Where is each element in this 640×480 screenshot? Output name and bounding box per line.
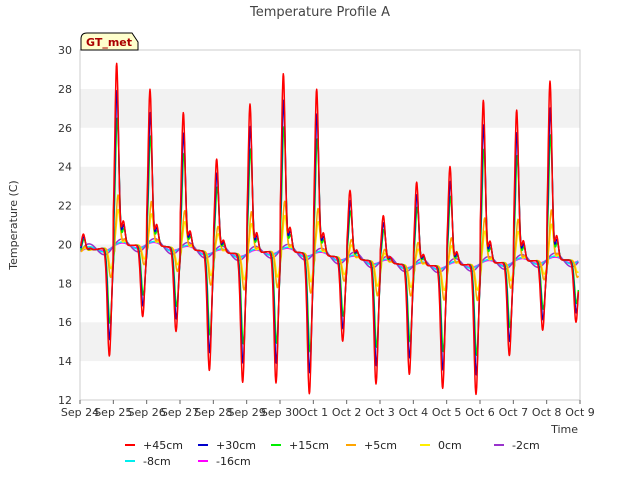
y-tick-label: 20 [58, 238, 72, 251]
y-tick-label: 16 [58, 316, 72, 329]
x-tick-label: Sep 30 [261, 406, 299, 419]
x-tick-label: Oct 9 [565, 406, 595, 419]
x-tick-label: Oct 5 [432, 406, 462, 419]
annotation-label: GT_met [86, 36, 132, 49]
grid-bands [80, 50, 580, 400]
x-tick-label: Oct 6 [465, 406, 495, 419]
grid-band [80, 322, 580, 362]
grid-band [80, 283, 580, 323]
x-axis-title: Time [550, 423, 578, 436]
y-axis-title: Temperature (C) [7, 180, 20, 270]
grid-band [80, 205, 580, 245]
y-tick-label: 28 [58, 83, 72, 96]
annotation-box: GT_met [80, 32, 139, 51]
x-tick-label: Oct 1 [299, 406, 329, 419]
y-tick-label: 12 [58, 394, 72, 407]
legend: +45cm +30cm +15cm +5cm 0cm -2cm -8cm -16cm [125, 439, 540, 468]
series-layer [79, 62, 580, 396]
x-tick-label: Oct 7 [499, 406, 529, 419]
x-tick-label: Sep 29 [228, 406, 266, 419]
grid-band [80, 127, 580, 167]
y-tick-label: 24 [58, 161, 72, 174]
x-tick-label: Oct 8 [532, 406, 562, 419]
x-tick-label: Oct 4 [399, 406, 429, 419]
y-axis-ticks: 12 14 16 18 20 22 24 26 28 30 [58, 44, 72, 407]
y-tick-label: 14 [58, 355, 72, 368]
y-tick-label: 30 [58, 44, 72, 57]
x-tick-label: Oct 2 [332, 406, 362, 419]
grid-band [80, 88, 580, 128]
legend-label: +5cm [364, 439, 397, 452]
x-tick-label: Sep 26 [128, 406, 166, 419]
grid-band [80, 166, 580, 206]
y-tick-label: 18 [58, 277, 72, 290]
legend-label: +30cm [216, 439, 256, 452]
y-tick-label: 22 [58, 200, 72, 213]
x-tick-label: Oct 3 [365, 406, 395, 419]
plot-frame [79, 49, 581, 401]
x-tick-label: Sep 27 [161, 406, 199, 419]
x-tick-label: Sep 28 [194, 406, 232, 419]
x-tick-label: Sep 25 [94, 406, 132, 419]
grid-band [80, 50, 580, 89]
x-tick-label: Sep 24 [61, 406, 99, 419]
series-line [79, 62, 580, 396]
legend-label: -16cm [216, 455, 251, 468]
y-tick-label: 26 [58, 122, 72, 135]
annotation-shape [80, 32, 139, 51]
legend-label: -2cm [512, 439, 540, 452]
chart-title: Temperature Profile A [249, 5, 390, 20]
legend-label: +15cm [289, 439, 329, 452]
legend-label: 0cm [438, 439, 462, 452]
grid-band [80, 361, 580, 400]
legend-label: +45cm [143, 439, 183, 452]
legend-label: -8cm [143, 455, 171, 468]
